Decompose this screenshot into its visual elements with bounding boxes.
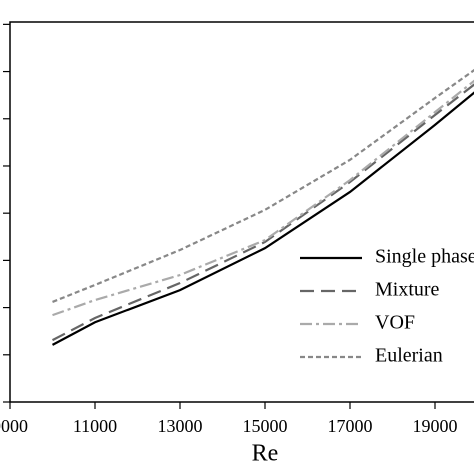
- x-tick-label: 13000: [158, 416, 203, 436]
- x-tick-label: 11000: [73, 416, 117, 436]
- series-line: [51, 91, 474, 346]
- series-line: [52, 68, 474, 303]
- plot-frame: [9, 21, 474, 403]
- series-line: [51, 83, 474, 342]
- legend-label: Mixture: [375, 279, 440, 301]
- legend-label: Eulerian: [375, 345, 443, 367]
- x-tick-label: 19000: [413, 416, 458, 436]
- x-tick-label: 9000: [0, 416, 28, 436]
- legend-label: Single phase: [375, 246, 474, 268]
- x-tick-label: 15000: [243, 416, 288, 436]
- x-tick-label: 17000: [328, 416, 373, 436]
- legend-label: VOF: [375, 312, 415, 334]
- series-line: [52, 79, 474, 317]
- x-axis-title: Re: [252, 441, 279, 467]
